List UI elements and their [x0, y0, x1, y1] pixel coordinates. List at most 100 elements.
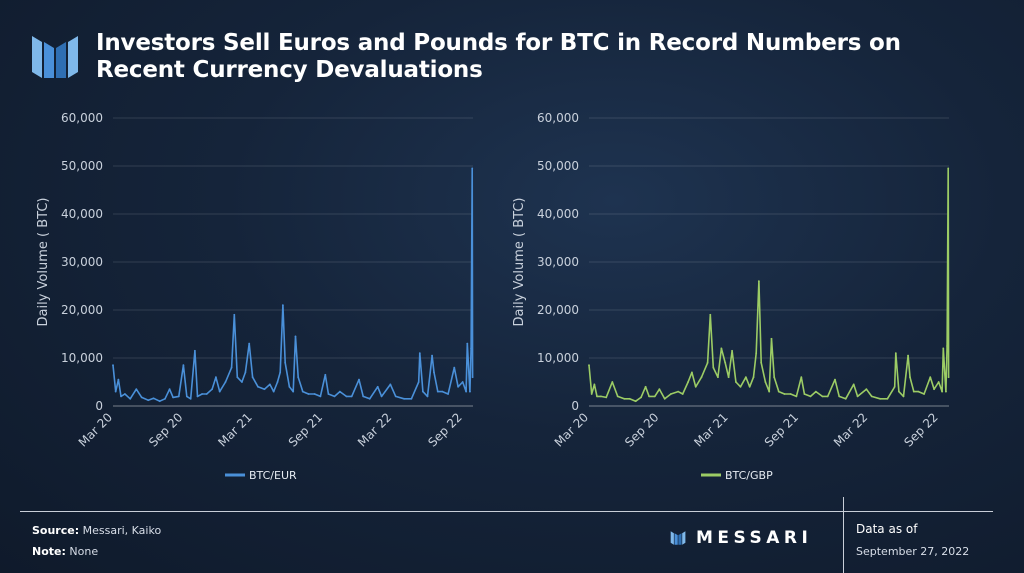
data-point [777, 390, 780, 393]
y-tick-label: 20,000 [537, 303, 579, 317]
source-value: Messari, Kaiko [82, 524, 162, 537]
data-point [418, 352, 421, 355]
data-point [236, 376, 239, 379]
data-point [431, 354, 433, 357]
data-point [700, 376, 703, 379]
messari-logo [32, 36, 78, 78]
data-point [433, 371, 435, 374]
data-point [466, 342, 469, 345]
y-tick-label: 40,000 [61, 207, 103, 221]
data-point [447, 393, 450, 395]
data-point [333, 395, 336, 398]
data-point [691, 371, 693, 374]
data-point [897, 390, 900, 393]
data-point [279, 371, 282, 374]
data-point [230, 366, 233, 369]
btc-eur-chart-svg: 0 10,000 20,000 30,000 40,000 50,000 60,000 Mar… [36, 111, 474, 482]
data-point [720, 347, 723, 350]
x-tick-label: Sep 21 [286, 410, 325, 449]
data-point [648, 395, 650, 398]
data-point [358, 378, 360, 381]
y-tick-label: 50,000 [537, 159, 579, 173]
data-point [865, 388, 868, 391]
data-point [152, 397, 155, 400]
data-point [658, 388, 661, 391]
data-point [158, 400, 161, 403]
data-as-of-label: Data as of [856, 522, 918, 536]
x-tick-label: Mar 20 [552, 410, 591, 449]
data-point [852, 383, 855, 386]
x-tick-label: Sep 22 [901, 410, 940, 449]
note-value: None [69, 545, 99, 558]
y-tick-label: 10,000 [537, 351, 579, 365]
footer-note: Note: None [32, 545, 98, 558]
data-point [709, 313, 712, 316]
y-tick-label: 0 [571, 399, 579, 413]
data-point [803, 393, 806, 395]
data-point [605, 396, 608, 399]
data-point [907, 354, 909, 357]
data-point [380, 395, 383, 398]
data-point [288, 385, 291, 388]
data-point [946, 345, 948, 347]
source-label: Source: [32, 524, 80, 537]
data-point [640, 396, 642, 399]
data-point [120, 395, 122, 398]
footer-vertical-divider [843, 497, 844, 573]
y-tick-label: 30,000 [61, 255, 103, 269]
data-point [244, 371, 247, 374]
data-point [193, 349, 196, 352]
data-point [912, 390, 915, 393]
btc-eur-volume-line [112, 167, 474, 403]
data-point [469, 390, 471, 393]
data-point [768, 390, 771, 393]
data-point [894, 352, 897, 355]
data-point [712, 366, 715, 369]
data-point [909, 376, 911, 379]
data-point [205, 393, 208, 395]
data-point [856, 395, 859, 398]
x-tick-label: Sep 20 [622, 410, 661, 449]
y-tick-label: 40,000 [537, 207, 579, 221]
data-point [783, 393, 786, 395]
messari-brand: MESSARI [670, 527, 812, 549]
data-point [394, 395, 397, 398]
data-point [135, 388, 138, 391]
data-point [276, 381, 279, 383]
data-point [764, 381, 767, 383]
data-point [251, 376, 254, 379]
legend-label: BTC/GBP [725, 469, 773, 482]
data-point [886, 397, 889, 400]
data-point [362, 395, 365, 398]
data-point [677, 390, 680, 393]
data-point [653, 395, 656, 398]
data-point [301, 390, 304, 393]
data-point [196, 395, 199, 398]
data-point [669, 393, 672, 395]
data-point [773, 376, 776, 379]
data-point [663, 397, 666, 400]
y-tick-label: 0 [95, 399, 103, 413]
x-tick-label: Sep 20 [146, 410, 185, 449]
data-point [201, 393, 204, 395]
data-point [297, 376, 300, 379]
data-point [327, 393, 330, 395]
data-point [241, 381, 243, 383]
data-point [319, 395, 322, 398]
y-axis-title: Daily Volume ( BTC) [512, 198, 527, 327]
data-point [706, 361, 709, 364]
data-point [292, 390, 295, 393]
data-point [724, 361, 727, 364]
data-point [809, 395, 812, 398]
data-point [461, 381, 464, 383]
data-point [744, 376, 747, 379]
data-point [826, 395, 829, 398]
data-point [441, 390, 444, 393]
data-point [410, 397, 413, 400]
data-point [834, 378, 836, 381]
data-point [694, 385, 697, 388]
data-point [599, 395, 602, 398]
data-point [324, 373, 327, 376]
data-point [735, 381, 737, 383]
data-point [947, 167, 950, 170]
